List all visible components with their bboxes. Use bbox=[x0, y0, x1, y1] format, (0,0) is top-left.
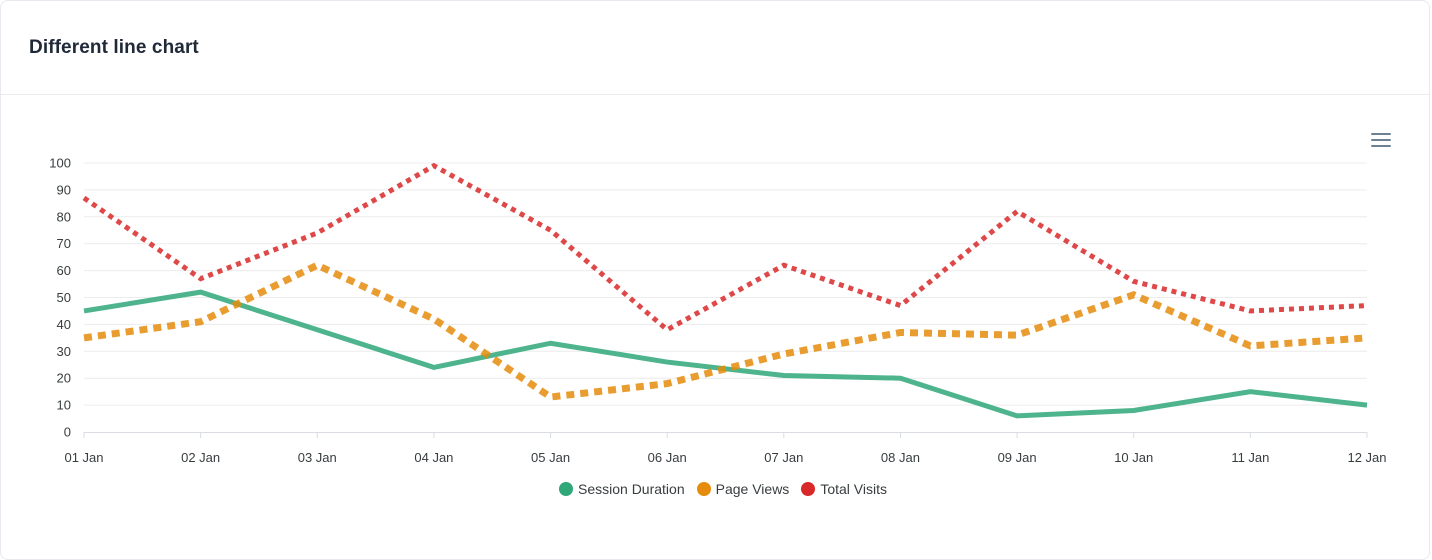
x-tick-label: 05 Jan bbox=[531, 450, 570, 465]
grid-lines bbox=[84, 162, 1367, 406]
y-tick-label: 30 bbox=[57, 344, 71, 359]
legend-label: Page Views bbox=[715, 481, 790, 497]
hamburger-menu-icon[interactable] bbox=[1371, 133, 1391, 149]
y-tick-label: 80 bbox=[57, 209, 71, 224]
y-tick-label: 50 bbox=[57, 290, 71, 305]
y-axis-ticks: 0 10 20 30 40 50 60 70 80 90 100 bbox=[49, 156, 71, 440]
y-tick-label: 90 bbox=[57, 182, 71, 197]
y-tick-label: 40 bbox=[57, 317, 71, 332]
x-tick-label: 03 Jan bbox=[298, 450, 337, 465]
series-line-session-duration[interactable] bbox=[83, 289, 1368, 419]
y-tick-label: 0 bbox=[64, 425, 71, 440]
series-line-page-views[interactable] bbox=[83, 261, 1368, 401]
legend-label: Session Duration bbox=[578, 481, 685, 497]
legend-item-session-duration[interactable]: Session Duration bbox=[559, 481, 685, 497]
line-chart: 0 10 20 30 40 50 60 70 80 90 100 01 Jan 02 Jan 03 Ja… bbox=[49, 156, 1387, 466]
legend-marker-icon bbox=[559, 482, 573, 496]
x-tick-label: 10 Jan bbox=[1114, 450, 1153, 465]
x-tick-label: 06 Jan bbox=[648, 450, 687, 465]
chart-legend: Session Duration Page Views Total Visits bbox=[0, 478, 1432, 500]
series-line-total-visits[interactable] bbox=[82, 162, 1368, 333]
x-tick-label: 08 Jan bbox=[881, 450, 920, 465]
legend-item-total-visits[interactable]: Total Visits bbox=[801, 481, 887, 497]
legend-marker-icon bbox=[801, 482, 816, 496]
legend-label: Total Visits bbox=[820, 481, 887, 497]
card-title: Different line chart bbox=[29, 37, 199, 58]
y-tick-label: 100 bbox=[49, 156, 71, 171]
x-tick-label: 11 Jan bbox=[1231, 450, 1269, 465]
x-axis-ticks: 01 Jan 02 Jan 03 Jan 04 Jan 05 Jan 06 Jan 07 J… bbox=[64, 432, 1387, 465]
x-tick-label: 12 Jan bbox=[1347, 450, 1386, 465]
x-tick-label: 02 Jan bbox=[181, 450, 220, 465]
x-tick-label: 04 Jan bbox=[414, 450, 453, 465]
x-tick-label: 01 Jan bbox=[64, 450, 103, 465]
legend-item-page-views[interactable]: Page Views bbox=[696, 481, 790, 497]
x-tick-label: 07 Jan bbox=[764, 450, 803, 465]
y-tick-label: 10 bbox=[57, 398, 71, 413]
y-tick-label: 60 bbox=[57, 263, 71, 278]
card-header: Different line chart bbox=[1, 1, 1429, 95]
series-lines bbox=[82, 162, 1368, 419]
y-tick-label: 20 bbox=[57, 371, 71, 386]
y-tick-label: 70 bbox=[57, 236, 71, 251]
x-tick-label: 09 Jan bbox=[998, 450, 1037, 465]
legend-marker-icon bbox=[696, 482, 711, 496]
